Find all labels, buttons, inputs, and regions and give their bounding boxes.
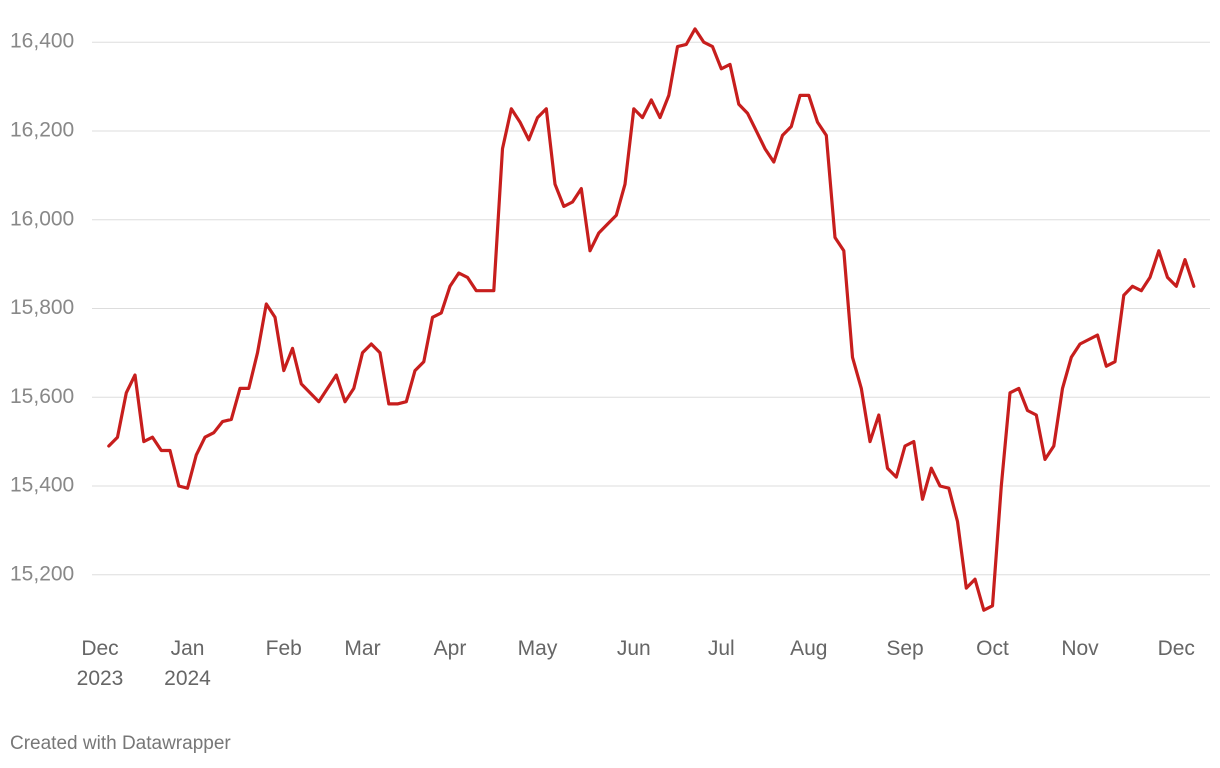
y-tick-label: 15,600 <box>10 385 74 408</box>
credit: Created with Datawrapper <box>10 733 231 754</box>
x-tick-label: Jul <box>707 637 735 660</box>
y-tick-label: 16,200 <box>10 118 74 141</box>
y-tick-label: 15,400 <box>10 474 74 497</box>
x-tick-label: Oct <box>976 637 1009 660</box>
x-tick-label: Mar <box>344 637 381 660</box>
x-tick-label: Aug <box>790 637 828 660</box>
x-tick-label: Nov <box>1061 637 1099 660</box>
x-tick-label: May <box>517 637 558 660</box>
x-tick-label: Jan 2024 <box>164 637 211 690</box>
x-tick-label: Feb <box>265 637 302 660</box>
x-tick-label: Dec <box>1157 637 1195 660</box>
x-tick-label: Jun <box>616 637 651 660</box>
x-tick-label: Dec 2023 <box>76 637 124 690</box>
y-tick-label: 15,800 <box>10 296 74 319</box>
x-tick-label: Sep <box>886 637 924 660</box>
x-tick-label: Apr <box>433 637 467 660</box>
y-tick-label: 16,000 <box>10 207 74 230</box>
line <box>107 27 1196 612</box>
y-tick-label: 16,400 <box>10 30 74 53</box>
y-tick-label: 15,200 <box>10 562 74 585</box>
